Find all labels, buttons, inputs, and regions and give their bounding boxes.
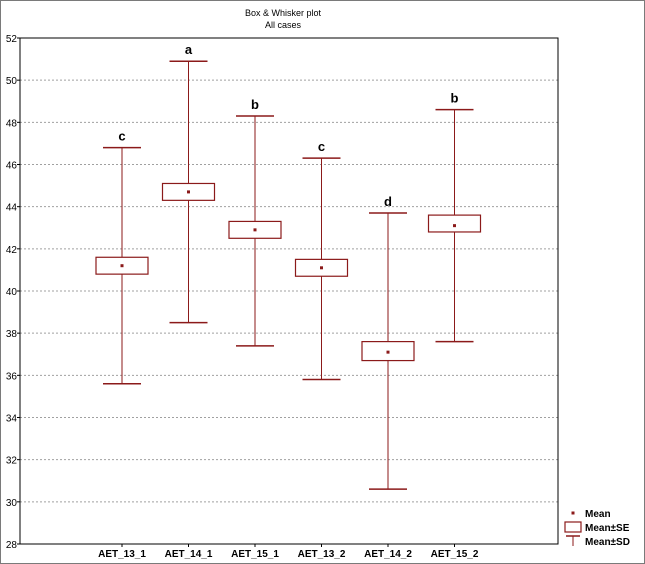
y-tick-label: 42 bbox=[6, 245, 18, 256]
y-tick-label: 50 bbox=[6, 76, 18, 87]
mean-point bbox=[120, 264, 124, 268]
x-tick-label: AET_14_2 bbox=[364, 549, 412, 560]
plot-area-border bbox=[19, 37, 559, 545]
x-tick-label: AET_15_1 bbox=[231, 549, 279, 560]
mean-point bbox=[386, 350, 390, 354]
mean-point bbox=[320, 266, 323, 270]
mean-point bbox=[453, 224, 456, 228]
legend-mean-marker bbox=[571, 511, 575, 515]
grid-lines bbox=[20, 79, 558, 503]
y-tick-label: 32 bbox=[6, 456, 18, 467]
mean-point bbox=[253, 228, 257, 232]
y-tick-label: 40 bbox=[6, 287, 18, 298]
group-label: b bbox=[251, 97, 259, 112]
y-tick-label: 38 bbox=[6, 329, 18, 340]
y-tick-label: 28 bbox=[6, 540, 18, 551]
axes: 28 30 32 34 36 38 40 42 44 46 48 50 52 AET_13_1 AET_14… bbox=[6, 34, 559, 560]
x-tick-label: AET_15_2 bbox=[431, 549, 479, 560]
x-tick-label: AET_13_2 bbox=[298, 549, 346, 560]
x-tick-label: AET_13_1 bbox=[98, 549, 146, 560]
group-label: a bbox=[185, 42, 193, 57]
legend-se-label: Mean±SE bbox=[585, 523, 630, 534]
y-tick-label: 36 bbox=[6, 371, 18, 382]
group-label: c bbox=[318, 139, 325, 154]
y-tick-label: 52 bbox=[6, 34, 18, 45]
chart-subtitle: All cases bbox=[265, 20, 302, 30]
se-box bbox=[427, 214, 482, 233]
group-label: c bbox=[118, 129, 125, 144]
y-tick-label: 46 bbox=[6, 161, 18, 172]
legend-sd-label: Mean±SD bbox=[585, 537, 630, 548]
y-tick-label: 30 bbox=[6, 498, 18, 509]
legend-mean-label: Mean bbox=[585, 509, 611, 520]
data-marks: c a b c d b bbox=[95, 42, 482, 490]
chart-title: Box & Whisker plot bbox=[245, 8, 322, 18]
group-label: b bbox=[451, 91, 459, 106]
y-tick-label: 44 bbox=[6, 203, 18, 214]
group-label: d bbox=[384, 194, 392, 209]
y-tick-label: 48 bbox=[6, 118, 18, 129]
mean-point bbox=[187, 190, 190, 194]
x-tick-label: AET_14_1 bbox=[165, 549, 213, 560]
legend: Mean Mean±SE Mean±SD bbox=[564, 509, 630, 548]
y-tick-label: 34 bbox=[6, 414, 18, 425]
legend-se-marker bbox=[564, 521, 582, 533]
